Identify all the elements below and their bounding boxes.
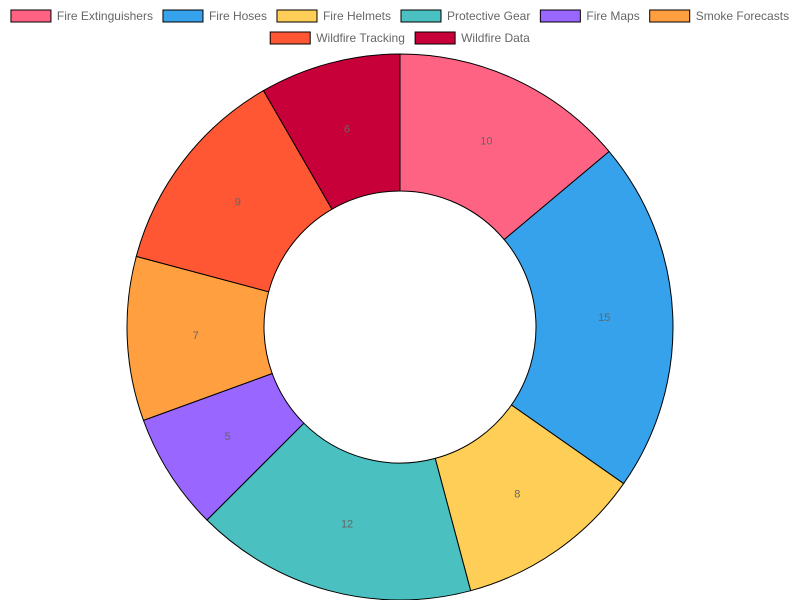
slice-wildfire-data[interactable] bbox=[262, 53, 401, 210]
legend-label: Fire Helmets bbox=[323, 9, 391, 23]
legend-item-fire-helmets[interactable]: Fire Helmets bbox=[276, 9, 391, 23]
legend-item-fire-hoses[interactable]: Fire Hoses bbox=[162, 9, 267, 23]
value-label-fire-helmets: 8 bbox=[514, 488, 520, 500]
legend-item-fire-maps[interactable]: Fire Maps bbox=[539, 9, 640, 23]
legend-swatch bbox=[400, 9, 442, 23]
value-label-fire-hoses: 15 bbox=[598, 312, 610, 324]
legend-swatch bbox=[414, 31, 456, 45]
legend-label: Fire Maps bbox=[586, 9, 639, 23]
slice-fire-hoses[interactable] bbox=[503, 150, 674, 485]
value-label-smoke-forecasts: 7 bbox=[193, 330, 199, 342]
legend-item-fire-extinguishers[interactable]: Fire Extinguishers bbox=[10, 9, 153, 23]
slice-wildfire-tracking[interactable] bbox=[135, 89, 333, 293]
value-label-protective-gear: 12 bbox=[341, 518, 353, 530]
legend-item-wildfire-tracking[interactable]: Wildfire Tracking bbox=[269, 31, 405, 45]
legend-label: Fire Extinguishers bbox=[57, 9, 153, 23]
legend-swatch bbox=[649, 9, 691, 23]
legend-item-protective-gear[interactable]: Protective Gear bbox=[400, 9, 530, 23]
legend-label: Protective Gear bbox=[447, 9, 530, 23]
legend-swatch bbox=[269, 31, 311, 45]
legend-swatch bbox=[276, 9, 318, 23]
value-label-fire-maps: 5 bbox=[224, 431, 230, 443]
legend-swatch bbox=[539, 9, 581, 23]
legend-label: Wildfire Data bbox=[461, 31, 530, 45]
legend-swatch bbox=[10, 9, 52, 23]
slice-fire-extinguishers[interactable] bbox=[399, 53, 610, 241]
value-label-wildfire-tracking: 9 bbox=[235, 196, 241, 208]
chart-legend: Fire Extinguishers Fire Hoses Fire Helmets… bbox=[10, 9, 789, 45]
value-label-wildfire-data: 6 bbox=[344, 123, 350, 135]
value-label-fire-extinguishers: 10 bbox=[480, 136, 492, 148]
chart-slices bbox=[126, 53, 674, 600]
legend-item-smoke-forecasts[interactable]: Smoke Forecasts bbox=[649, 9, 789, 23]
legend-label: Fire Hoses bbox=[209, 9, 267, 23]
legend-item-wildfire-data[interactable]: Wildfire Data bbox=[414, 31, 530, 45]
legend-label: Smoke Forecasts bbox=[696, 9, 789, 23]
legend-swatch bbox=[162, 9, 204, 23]
legend-label: Wildfire Tracking bbox=[316, 31, 405, 45]
chart-value-labels: 10 15 8 12 5 7 9 6 bbox=[193, 123, 611, 530]
